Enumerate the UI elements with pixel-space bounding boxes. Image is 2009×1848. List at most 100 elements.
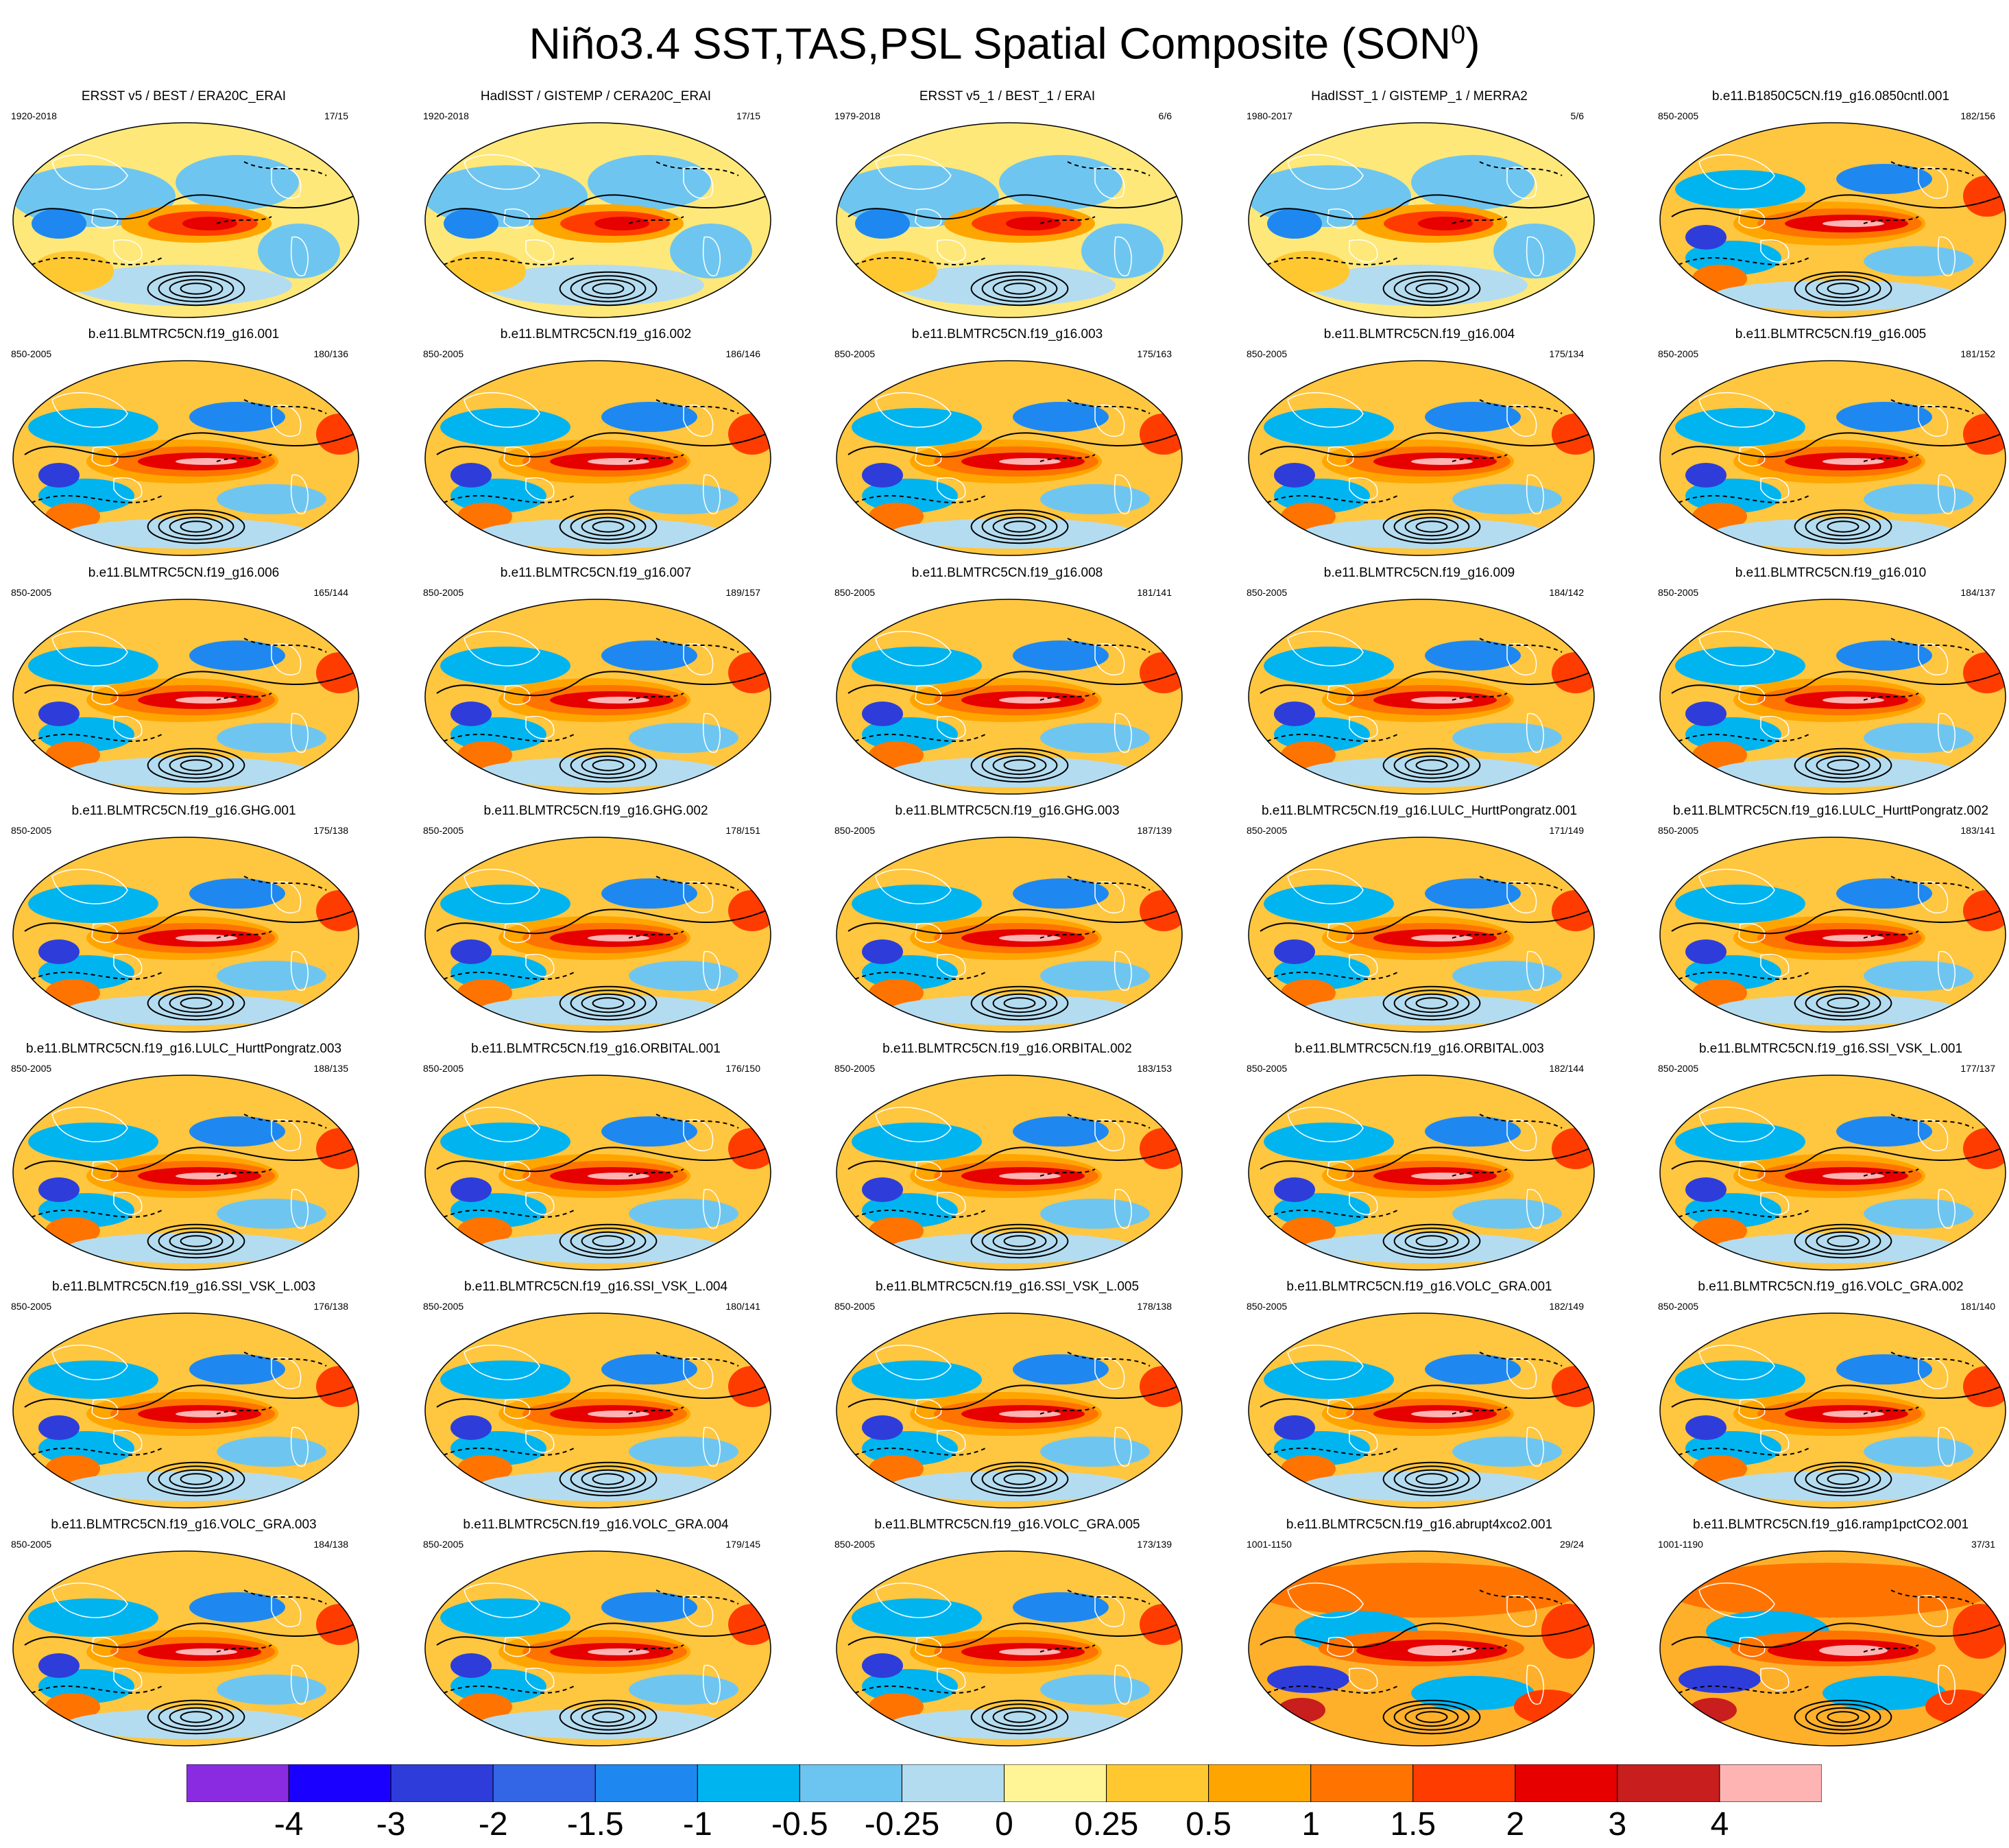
sst-anomaly-field [1249, 1075, 1594, 1270]
map-panel: ERSST v5 / BEST / ERA20C_ERAI 1920-2018 17… [5, 89, 389, 322]
map-panel: b.e11.BLMTRC5CN.f19_g16.SSI_VSK_L.004 850… [418, 1280, 802, 1513]
composite-map [12, 1550, 359, 1747]
composite-map [424, 1550, 771, 1747]
map-border [12, 837, 359, 1033]
composite-map [1248, 837, 1595, 1033]
sst-anomaly-field [13, 1075, 359, 1270]
sst-anomaly-field [13, 599, 359, 794]
panel-event-count: 181/152 [1960, 348, 1995, 359]
map-panel: b.e11.BLMTRC5CN.f19_g16.ramp1pctCO2.001 1… [1652, 1517, 2009, 1751]
colorbar-tick-label: -4 [274, 1806, 304, 1843]
map-panel: b.e11.BLMTRC5CN.f19_g16.ORBITAL.003 850-2… [1241, 1042, 1625, 1275]
sst-anomaly-field [425, 1075, 771, 1270]
map-border [424, 360, 771, 556]
map-border [424, 122, 771, 318]
panel-event-count: 175/163 [1137, 348, 1172, 359]
panel-event-count: 183/141 [1960, 825, 1995, 836]
panel-period: 1001-1190 [1658, 1539, 1703, 1550]
map-panel: b.e11.BLMTRC5CN.f19_g16.LULC_HurttPongra… [1652, 804, 2009, 1037]
panel-period: 850-2005 [423, 587, 464, 598]
sst-anomaly-field [837, 361, 1182, 555]
panel-title: b.e11.BLMTRC5CN.f19_g16.ramp1pctCO2.001 [1692, 1517, 1969, 1532]
map-panel: b.e11.BLMTRC5CN.f19_g16.007 850-2005 189/1… [418, 566, 802, 799]
figure-title-text: Niño3.4 SST,TAS,PSL Spatial Composite (S… [529, 19, 1452, 69]
sst-anomaly-field [1249, 1551, 1594, 1746]
panel-title: b.e11.BLMTRC5CN.f19_g16.LULC_HurttPongra… [25, 1042, 342, 1056]
panel-event-count: 171/149 [1549, 825, 1584, 836]
map-panel: b.e11.BLMTRC5CN.f19_g16.SSI_VSK_L.005 850… [829, 1280, 1213, 1513]
panel-event-count: 177/137 [1960, 1063, 1995, 1074]
colorbar-segment [1617, 1764, 1720, 1802]
panel-event-count: 179/145 [725, 1539, 760, 1550]
map-panel: b.e11.BLMTRC5CN.f19_g16.ORBITAL.002 850-2… [829, 1042, 1213, 1275]
map-border [424, 599, 771, 795]
panel-period: 850-2005 [423, 1063, 464, 1074]
panel-event-count: 5/6 [1570, 110, 1584, 121]
panel-event-count: 37/31 [1971, 1539, 1995, 1550]
composite-map [1659, 837, 2006, 1033]
map-border [836, 1312, 1183, 1509]
composite-map [12, 122, 359, 318]
sst-anomaly-field [837, 123, 1182, 317]
panel-event-count: 176/138 [313, 1301, 348, 1312]
map-panel: HadISST_1 / GISTEMP_1 / MERRA2 1980-2017 5… [1241, 89, 1625, 322]
sst-anomaly-field [13, 837, 359, 1032]
colorbar-tick-label: 2 [1506, 1806, 1525, 1843]
panel-title: b.e11.BLMTRC5CN.f19_g16.SSI_VSK_L.005 [875, 1280, 1140, 1294]
panel-title: b.e11.BLMTRC5CN.f19_g16.008 [911, 566, 1103, 580]
map-border [12, 360, 359, 556]
sst-anomaly-field [1249, 123, 1594, 317]
map-border [12, 599, 359, 795]
map-panel: b.e11.BLMTRC5CN.f19_g16.004 850-2005 175/1… [1241, 327, 1625, 560]
panel-title: b.e11.BLMTRC5CN.f19_g16.007 [500, 566, 692, 580]
composite-map [424, 360, 771, 556]
map-border [836, 837, 1183, 1033]
panel-event-count: 183/153 [1137, 1063, 1172, 1074]
map-border [1659, 1312, 2006, 1509]
panel-period: 850-2005 [1247, 825, 1288, 836]
map-panel: b.e11.BLMTRC5CN.f19_g16.VOLC_GRA.004 850-… [418, 1517, 802, 1751]
panel-period: 850-2005 [11, 348, 52, 359]
panel-period: 850-2005 [11, 587, 52, 598]
panel-period: 1920-2018 [423, 110, 469, 121]
panel-event-count: 17/15 [324, 110, 348, 121]
sst-anomaly-field [1660, 361, 2006, 555]
panel-period: 850-2005 [1658, 587, 1699, 598]
map-panel: b.e11.BLMTRC5CN.f19_g16.006 850-2005 165/1… [5, 566, 389, 799]
panel-title: ERSST v5_1 / BEST_1 / ERAI [919, 89, 1096, 104]
sst-anomaly-field [425, 599, 771, 794]
colorbar-segment [697, 1764, 800, 1802]
panel-title: b.e11.B1850C5CN.f19_g16.0850cntl.001 [1711, 89, 1950, 104]
map-border [836, 599, 1183, 795]
panel-period: 850-2005 [11, 1301, 52, 1312]
sst-anomaly-field [1660, 123, 2006, 317]
map-panel: b.e11.BLMTRC5CN.f19_g16.VOLC_GRA.001 850-… [1241, 1280, 1625, 1513]
map-border [12, 1550, 359, 1747]
panel-title: b.e11.BLMTRC5CN.f19_g16.VOLC_GRA.001 [1286, 1280, 1552, 1294]
sst-anomaly-field [425, 123, 771, 317]
sst-anomaly-field [1249, 361, 1594, 555]
map-panel: b.e11.BLMTRC5CN.f19_g16.008 850-2005 181/1… [829, 566, 1213, 799]
map-border [1248, 1312, 1595, 1509]
colorbar-tick-label: -0.25 [864, 1806, 940, 1843]
composite-map [1659, 1550, 2006, 1747]
colorbar-segment [1208, 1764, 1312, 1802]
map-panel: b.e11.BLMTRC5CN.f19_g16.SSI_VSK_L.003 850… [5, 1280, 389, 1513]
colorbar-segment [1106, 1764, 1210, 1802]
map-border [12, 1075, 359, 1271]
map-border [1659, 837, 2006, 1033]
panel-period: 850-2005 [1658, 1063, 1699, 1074]
panel-title: b.e11.BLMTRC5CN.f19_g16.009 [1323, 566, 1515, 580]
panel-period: 850-2005 [1247, 348, 1288, 359]
colorbar-segment [1412, 1764, 1516, 1802]
panel-event-count: 187/139 [1137, 825, 1172, 836]
panel-period: 850-2005 [423, 825, 464, 836]
panel-event-count: 180/141 [725, 1301, 760, 1312]
panel-period: 850-2005 [834, 825, 876, 836]
figure-title: Niño3.4 SST,TAS,PSL Spatial Composite (S… [0, 4, 2009, 74]
map-panel: b.e11.BLMTRC5CN.f19_g16.SSI_VSK_L.001 850… [1652, 1042, 2009, 1275]
composite-map [836, 837, 1183, 1033]
composite-map [1248, 599, 1595, 795]
panel-period: 1920-2018 [11, 110, 57, 121]
panel-title: b.e11.BLMTRC5CN.f19_g16.ORBITAL.003 [1295, 1042, 1544, 1056]
